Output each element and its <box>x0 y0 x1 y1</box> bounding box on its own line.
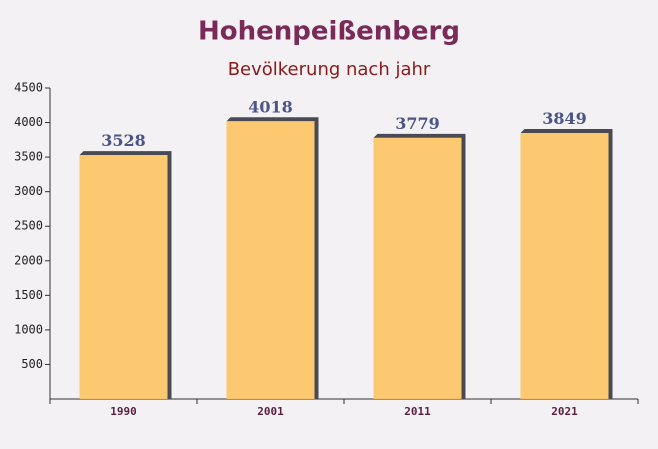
y-tick-label: 4000 <box>14 115 43 129</box>
x-tick-label: 2001 <box>257 405 284 418</box>
x-tick-label: 2021 <box>551 405 578 418</box>
value-label: 3849 <box>542 109 587 128</box>
chart-subtitle: Bevölkerung nach jahr <box>228 59 431 80</box>
x-tick-label: 1990 <box>110 405 137 418</box>
bar <box>79 155 168 399</box>
y-tick-label: 1000 <box>14 322 43 336</box>
y-tick-label: 4500 <box>14 81 43 95</box>
bar <box>520 132 609 399</box>
y-tick-label: 1500 <box>14 288 43 302</box>
value-label: 3779 <box>395 114 440 133</box>
chart-title: Hohenpeißenberg <box>198 17 460 47</box>
y-tick-label: 3500 <box>14 150 43 164</box>
bar <box>226 121 315 399</box>
y-tick-label: 2500 <box>14 219 43 233</box>
x-tick-label: 2011 <box>404 405 431 418</box>
y-tick-label: 3000 <box>14 184 43 198</box>
y-tick-label: 2000 <box>14 253 43 267</box>
y-tick-label: 500 <box>21 357 43 371</box>
value-label: 4018 <box>248 97 293 116</box>
value-label: 3528 <box>101 131 146 150</box>
bar <box>373 137 462 400</box>
